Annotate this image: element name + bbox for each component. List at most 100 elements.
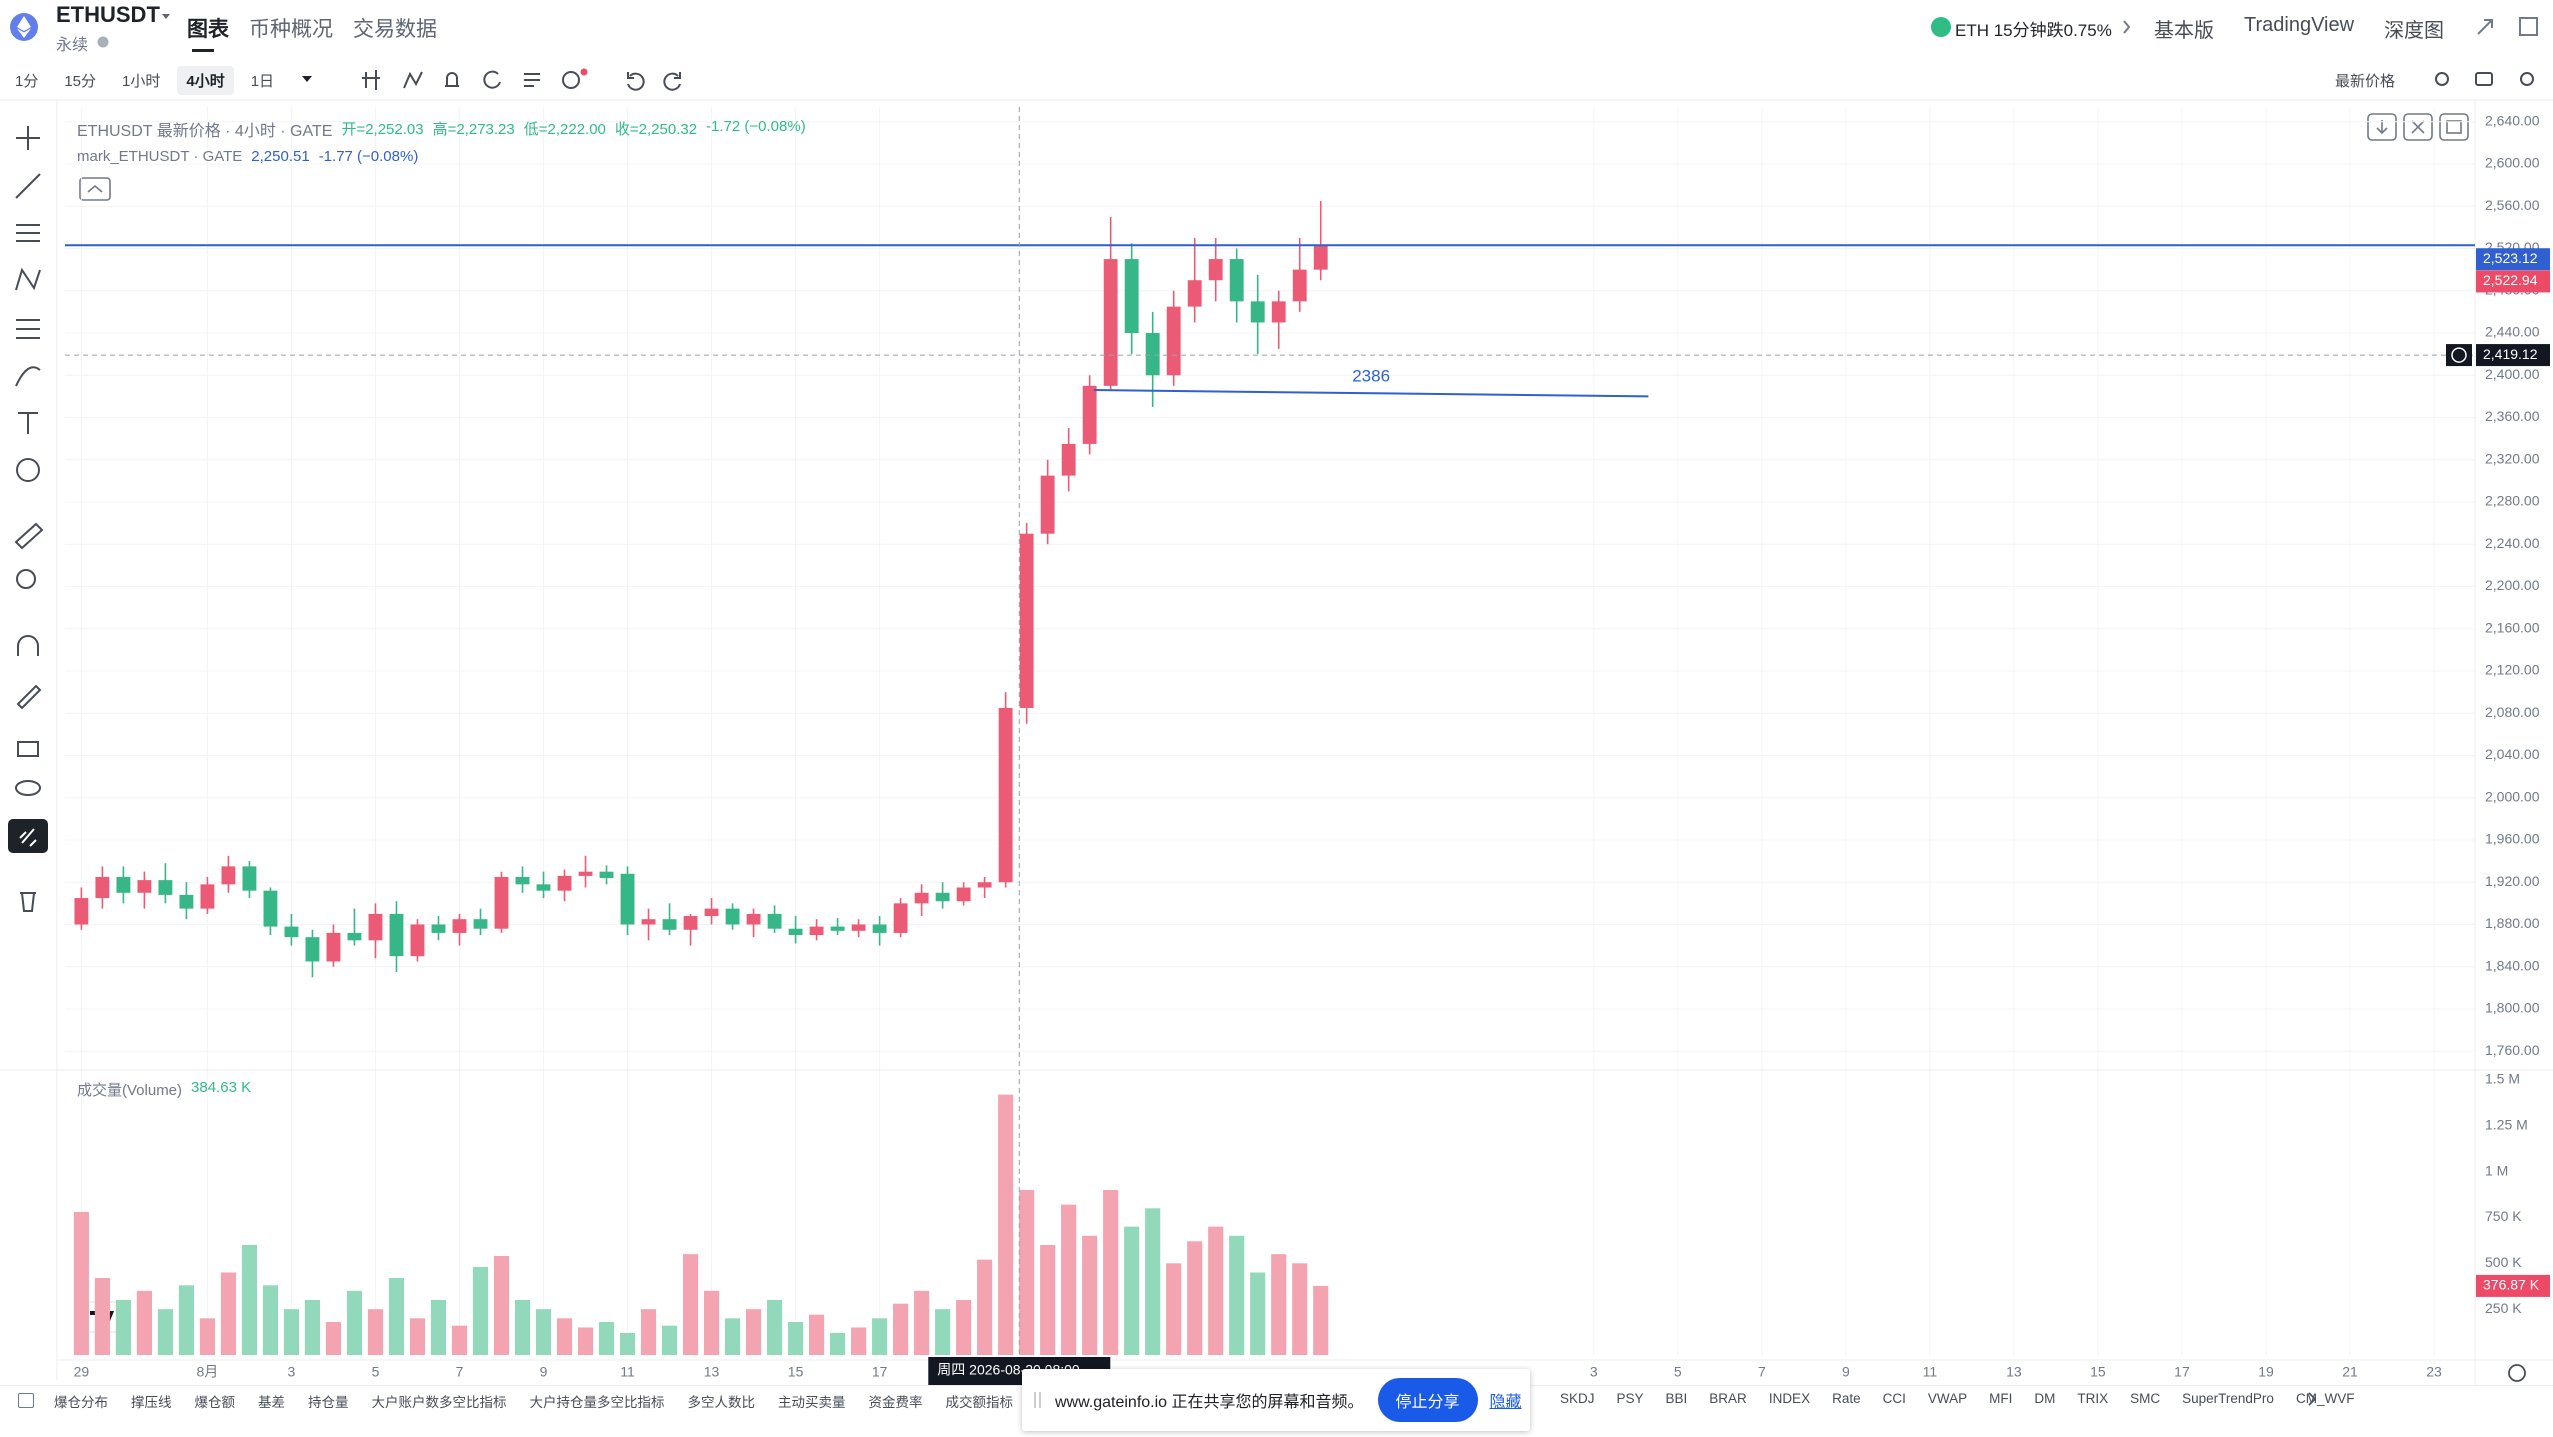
indicator[interactable]: 多空人数比 [687,1395,756,1410]
indicator[interactable]: 基差 [258,1395,285,1410]
indicator[interactable]: DM [2034,1391,2056,1406]
crosshair-add-bg[interactable] [2446,344,2472,367]
toolbar-icons[interactable] [362,70,2534,91]
indicator[interactable]: BRAR [1709,1391,1747,1406]
header-link[interactable]: 深度图 [2384,20,2445,42]
indicator[interactable]: INDEX [1768,1391,1811,1406]
zoom-tool[interactable] [16,569,36,589]
header-link[interactable]: 基本版 [2154,20,2214,42]
more-indicators[interactable] [2306,1390,2318,1408]
projection-tool[interactable] [16,319,40,339]
axis-settings[interactable] [2508,1364,2526,1382]
expand-icon[interactable] [2477,19,2493,35]
indicator[interactable]: PSY [1616,1391,1644,1406]
volume-bar [1082,1235,1098,1355]
indicator[interactable]: SMC [2130,1391,2161,1406]
alert-bell-icon[interactable] [445,72,459,87]
text-tool[interactable] [18,412,38,434]
volume-bar [703,1290,720,1355]
interval[interactable]: 1日 [250,73,275,90]
replay-icon[interactable] [483,70,501,89]
undo-icon[interactable] [627,72,645,91]
settings-icon[interactable] [2520,72,2534,86]
crosshair-tool[interactable] [16,126,40,150]
hide-tool[interactable] [15,780,41,796]
hide-link[interactable]: 隐藏 [1489,1394,1522,1411]
interval[interactable]: 1分 [15,73,39,90]
indicator[interactable]: TRIX [2077,1391,2109,1406]
indicator[interactable]: 大户账户数多空比指标 [371,1395,507,1410]
indicator[interactable]: MFI [1989,1391,2013,1406]
indicator-icon[interactable] [403,71,423,89]
indicator[interactable]: SuperTrendPro [2182,1391,2274,1406]
indicator[interactable]: Rate [1832,1391,1861,1406]
indicator[interactable]: SKDJ [1560,1391,1595,1406]
close-button[interactable] [2403,113,2433,141]
crosshair-add[interactable] [2451,347,2467,363]
delete-tool[interactable] [20,892,36,912]
magnet-tool[interactable] [17,635,39,656]
interval[interactable]: 4小时 [177,66,234,95]
stop-share-button[interactable]: 停止分享 [1377,1378,1478,1422]
search-icon[interactable] [2435,72,2449,86]
indicator[interactable]: 大户持仓量多空比指标 [529,1395,665,1410]
symbol[interactable]: ETHUSDT [56,2,160,27]
fullscreen-icon[interactable] [2519,17,2538,36]
add-icon[interactable] [562,71,580,89]
price-source[interactable]: 最新价格 [2335,73,2396,90]
calendar-icon[interactable] [18,1393,34,1408]
candle-type-icon[interactable] [362,70,380,90]
candle-body [851,924,866,931]
symbol-caret[interactable] [162,14,170,19]
tab[interactable]: 图表 [187,18,229,41]
tab[interactable]: 交易数据 [353,18,437,41]
fib-tool[interactable] [16,224,40,242]
price-alert[interactable]: ETH 15分钟跌0.75% [1955,21,2112,40]
lock-tool[interactable] [17,741,39,757]
header-link[interactable]: TradingView [2244,14,2355,36]
trendline-tool[interactable] [15,173,41,199]
y-tick-label: 1,960.00 [2485,831,2540,847]
indicator[interactable]: 爆仓额 [194,1395,236,1410]
interval[interactable]: 1小时 [122,73,161,90]
brush-tool[interactable] [15,366,41,387]
indicator[interactable]: 主动买卖量 [778,1395,846,1410]
indicator[interactable]: CCI [1882,1391,1906,1406]
volume-bar [514,1299,531,1355]
collapse-button[interactable] [79,177,111,201]
interval[interactable]: 15分 [64,73,97,90]
link-tool[interactable] [19,828,37,847]
reset-button[interactable] [2439,113,2469,141]
template-icon[interactable] [524,73,540,87]
emoji-tool[interactable] [16,458,40,482]
indicator[interactable]: 爆仓分布 [54,1395,108,1410]
pattern-tool[interactable] [15,267,41,291]
indicator[interactable]: 持仓量 [308,1395,349,1410]
candle-body [179,894,194,909]
alert-icon[interactable] [1931,17,1951,37]
indicator[interactable]: 资金费率 [868,1395,923,1410]
candle-body [137,880,152,893]
stay-drawing-tool[interactable] [16,684,42,710]
info-icon[interactable] [97,36,109,48]
indicator[interactable]: CM_WVF [2295,1391,2355,1406]
ruler-tool[interactable] [14,522,44,550]
indicator[interactable]: VWAP [1927,1391,1968,1406]
indicator[interactable]: 成交额指标 [945,1395,1014,1410]
tab[interactable]: 币种概况 [249,18,333,41]
x-tick-label: 23 [2426,1364,2442,1380]
volume-bar [346,1290,363,1355]
redo-icon[interactable] [663,72,681,91]
interval-caret[interactable] [302,76,312,82]
drag-handle[interactable] [1034,1392,1041,1408]
drawing-tools[interactable] [14,126,44,912]
indicator[interactable]: BBI [1665,1391,1688,1406]
scroll-button[interactable] [2367,113,2397,141]
indicator[interactable]: 撑压线 [131,1395,172,1410]
camera-icon[interactable] [2475,72,2493,86]
candle-body [809,926,824,936]
chart-buttons[interactable] [79,113,2469,201]
more-arrow[interactable] [2306,1390,2318,1408]
alert-arrow[interactable] [2123,20,2131,34]
volume-bar [1271,1254,1287,1355]
